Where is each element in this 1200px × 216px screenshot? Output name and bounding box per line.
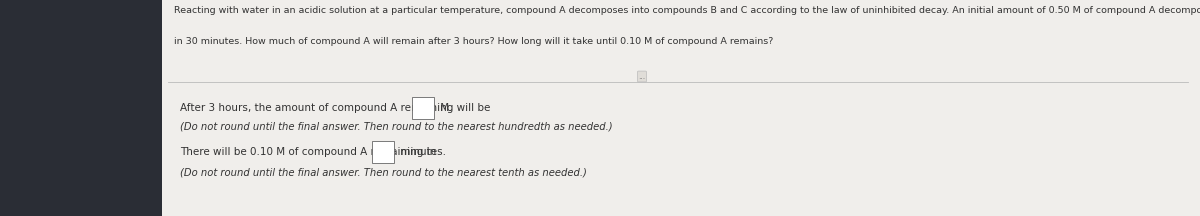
Text: minutes.: minutes. [397,147,446,157]
Text: After 3 hours, the amount of compound A remaining will be: After 3 hours, the amount of compound A … [180,103,493,113]
Text: in 30 minutes. How much of compound A will remain after 3 hours? How long will i: in 30 minutes. How much of compound A wi… [174,37,773,46]
Text: Reacting with water in an acidic solution at a particular temperature, compound : Reacting with water in an acidic solutio… [174,6,1200,16]
Bar [0,0,162,216]
Bar [372,141,394,163]
Text: There will be 0.10 M of compound A remaining in: There will be 0.10 M of compound A remai… [180,147,439,157]
Text: M.: M. [437,103,452,113]
Text: ...: ... [638,72,646,81]
Text: (Do not round until the final answer. Then round to the nearest tenth as needed.: (Do not round until the final answer. Th… [180,168,587,178]
Bar [162,0,1200,216]
Text: (Do not round until the final answer. Then round to the nearest hundredth as nee: (Do not round until the final answer. Th… [180,121,613,131]
Bar [412,97,433,119]
